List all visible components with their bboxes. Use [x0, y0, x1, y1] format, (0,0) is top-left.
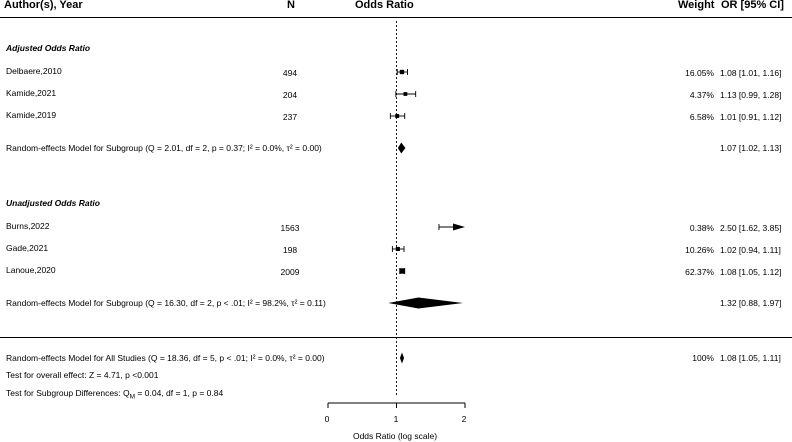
overall-summary-diamond — [399, 352, 405, 364]
study-or-ci: 1.08 [1.05, 1.12] — [720, 267, 782, 277]
overall-model-label: Random-effects Model for All Studies (Q … — [6, 353, 325, 363]
study-weight: 6.58% — [689, 112, 714, 122]
summary-rule — [0, 337, 792, 338]
study-n: 204 — [282, 90, 298, 100]
study-weight: 62.37% — [685, 267, 714, 277]
x-tick-label: 2 — [461, 414, 467, 424]
study-or-ci: 1.13 [0.99, 1.28] — [720, 90, 782, 100]
study-point-estimate — [399, 69, 405, 75]
study-point-estimate — [395, 114, 400, 118]
x-tick-label: 0 — [324, 414, 330, 424]
x-axis-label: Odds Ratio (log scale) — [352, 431, 438, 441]
study-n: 198 — [282, 245, 298, 255]
test-subgroup-rest: = 0.04, df = 1, p = 0.84 — [135, 388, 224, 398]
study-or-ci: 1.02 [0.94, 1.11] — [720, 245, 781, 255]
test-subgroup-subscript: M — [129, 393, 136, 401]
study-or-ci: 2.50 [1.62, 3.85] — [720, 223, 782, 233]
study-or-ci: 1.01 [0.91, 1.12] — [720, 112, 782, 122]
header-or-ci: OR [95% CI] — [721, 0, 784, 11]
study-label: Burns,2022 — [6, 221, 50, 231]
study-label: Lanoue,2020 — [6, 265, 56, 275]
study-label: Delbaere,2010 — [6, 66, 62, 76]
study-n: 237 — [282, 112, 298, 122]
subgroup-model-or-ci: 1.32 [0.88, 1.97] — [720, 298, 782, 308]
study-label: Kamide,2021 — [6, 88, 57, 98]
study-ci-arrow — [453, 223, 465, 231]
study-point-estimate — [395, 246, 400, 252]
study-weight: 0.38% — [689, 223, 714, 233]
study-weight: 16.05% — [685, 68, 714, 78]
x-tick-label: 1 — [393, 414, 399, 424]
header-rule — [0, 17, 792, 18]
test-overall-effect: Test for overall effect: Z = 4.71, p <0.… — [6, 370, 159, 380]
subgroup-model-label: Random-effects Model for Subgroup (Q = 1… — [6, 298, 326, 308]
test-subgroup-prefix: Test for Subgroup Differences: Q — [6, 388, 130, 398]
header-plot: Odds Ratio — [355, 0, 414, 11]
study-n: 2009 — [280, 267, 300, 277]
overall-weight: 100% — [692, 353, 714, 363]
subgroup-model-label: Random-effects Model for Subgroup (Q = 2… — [6, 143, 322, 153]
header-study: Author(s), Year — [4, 0, 83, 11]
group-label-adjusted: Adjusted Odds Ratio — [6, 43, 91, 53]
header-n: N — [287, 0, 295, 11]
study-weight: 10.26% — [685, 245, 714, 255]
header-weight: Weight — [678, 0, 715, 11]
study-label: Gade,2021 — [6, 243, 49, 253]
study-n: 1563 — [280, 223, 300, 233]
subgroup-summary-diamond — [397, 142, 406, 154]
study-weight: 4.37% — [689, 90, 714, 100]
study-n: 494 — [282, 68, 298, 78]
group-label-unadjusted: Unadjusted Odds Ratio — [6, 198, 100, 208]
study-point-estimate — [403, 92, 408, 96]
test-subgroup-differences: Test for Subgroup Differences: QM = 0.04… — [6, 388, 223, 403]
study-or-ci: 1.08 [1.01, 1.16] — [720, 68, 782, 78]
overall-or-ci: 1.08 [1.05, 1.11] — [720, 353, 781, 363]
subgroup-summary-diamond — [388, 297, 463, 309]
study-point-estimate — [399, 268, 405, 274]
subgroup-model-or-ci: 1.07 [1.02, 1.13] — [720, 143, 782, 153]
study-label: Kamide,2019 — [6, 110, 57, 120]
